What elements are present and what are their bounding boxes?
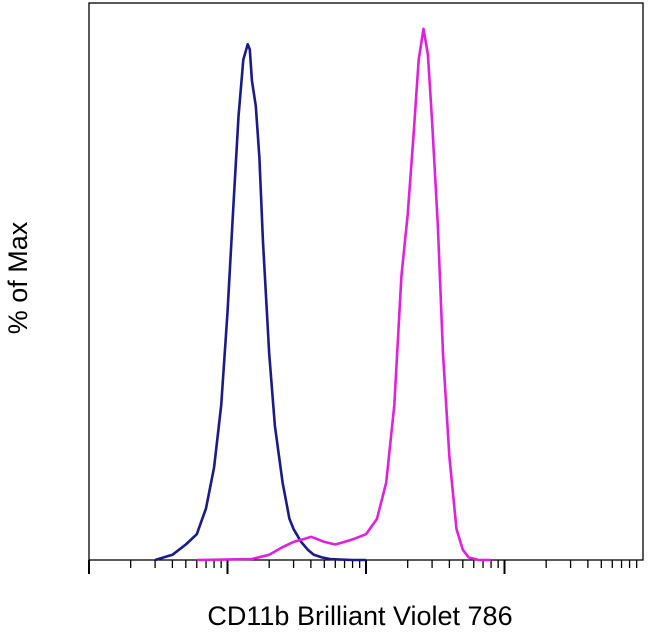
y-axis-label: % of Max: [3, 221, 33, 334]
series-layer: [154, 27, 492, 562]
x-axis-ticks: [88, 560, 638, 574]
plot-frame: [88, 2, 644, 561]
histogram-series-2: [196, 27, 492, 562]
x-axis-label: CD11b Brilliant Violet 786: [207, 601, 512, 631]
histogram-series-1: [154, 42, 366, 562]
